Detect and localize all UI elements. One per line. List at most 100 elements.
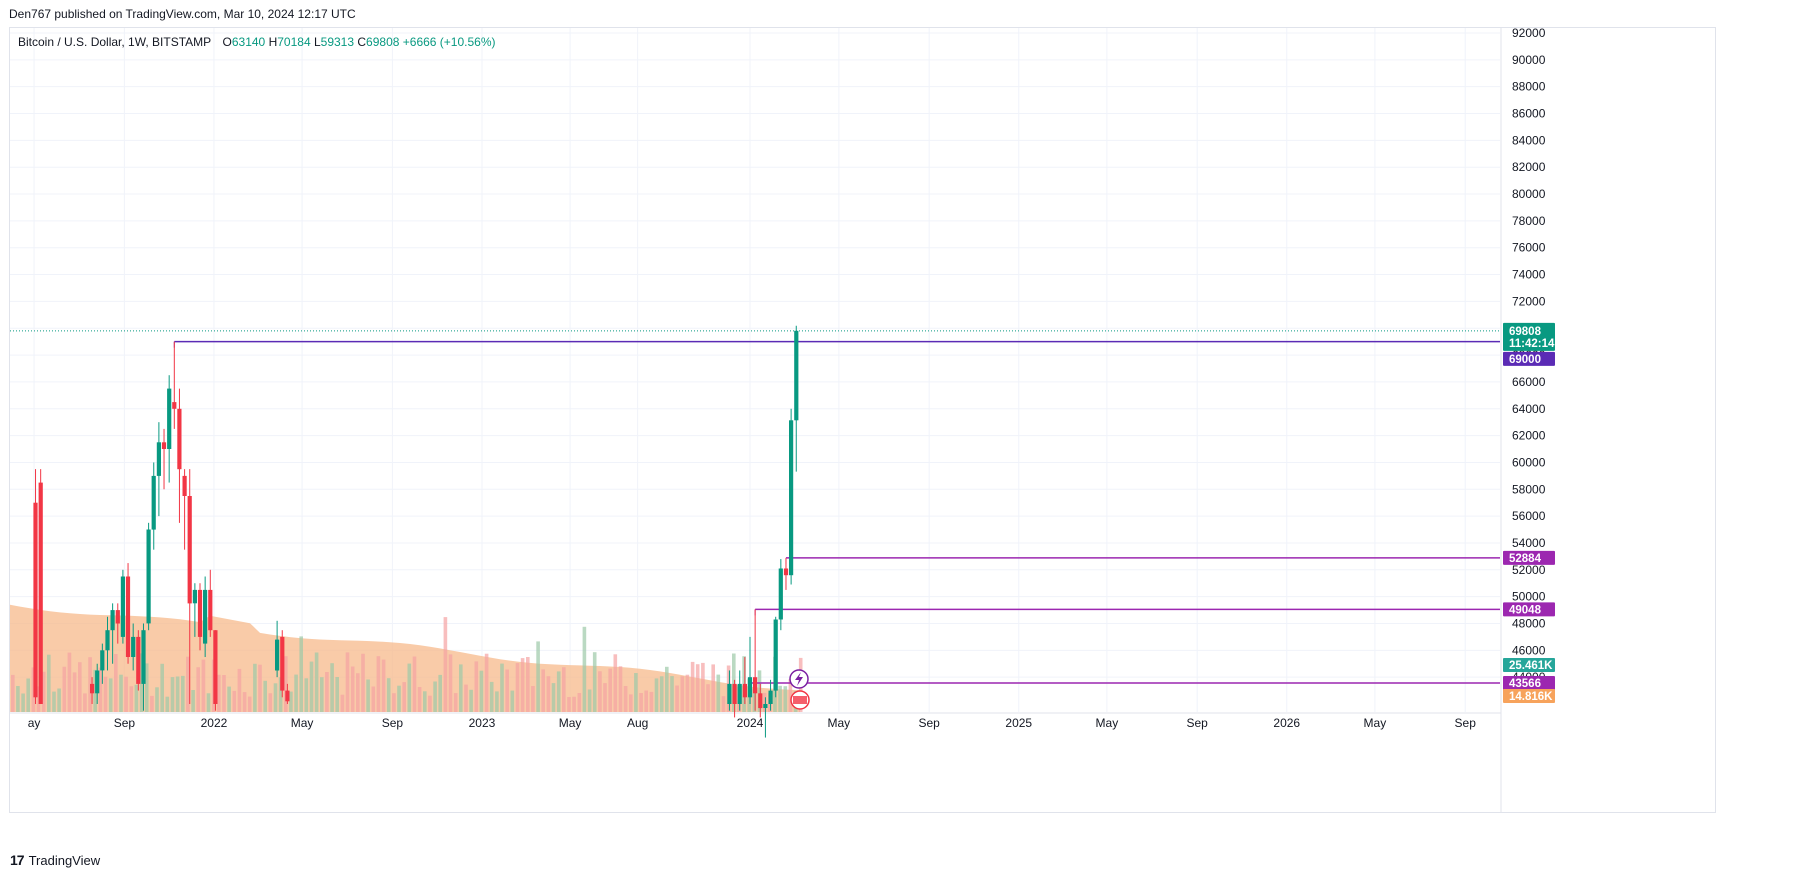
candle-body <box>90 683 95 694</box>
publish-info: Den767 published on TradingView.com, Mar… <box>9 7 356 21</box>
volume-bar <box>592 652 597 712</box>
volume-bar <box>108 678 113 712</box>
volume-bar <box>386 678 391 712</box>
volume-bar <box>320 677 324 712</box>
candle-body <box>753 677 758 694</box>
volume-bar <box>52 691 56 712</box>
volume-bar <box>129 686 134 712</box>
volume-bar <box>381 659 386 712</box>
level-tag-69000-bg <box>1503 351 1555 366</box>
volume-bar <box>690 661 695 712</box>
volume-bar <box>268 693 273 712</box>
x-tick-label: Sep <box>382 716 404 730</box>
y-tick-label: 54000 <box>1512 536 1546 550</box>
level-tag-49048-bg <box>1503 602 1555 617</box>
volume-bar <box>567 697 571 712</box>
volume-bar <box>495 691 499 712</box>
volume-bar <box>634 673 638 712</box>
volume-bar <box>57 688 61 712</box>
volume-bar <box>474 661 479 712</box>
volume-bar <box>361 653 365 712</box>
candlestick-series <box>33 325 799 738</box>
volume-bar <box>500 663 504 712</box>
open-key: O <box>222 35 232 49</box>
candle-body <box>285 690 290 702</box>
volume-bar <box>366 679 370 712</box>
volume-bar <box>721 696 726 712</box>
volume-bar <box>325 672 329 712</box>
candle-body <box>151 475 156 530</box>
volume-bar <box>685 674 690 712</box>
candle-body <box>742 683 747 698</box>
volume-bar <box>160 663 164 712</box>
volume-bar <box>459 664 463 712</box>
volume-bar <box>515 663 520 712</box>
volume-bar <box>26 678 30 712</box>
volume-bar <box>484 653 489 712</box>
lightning-bolt-icon <box>795 672 803 686</box>
last-price-tag-bg <box>1503 322 1555 351</box>
x-tick-label: 2025 <box>1005 716 1032 730</box>
volume-bar <box>150 695 154 712</box>
volume-bar <box>124 676 128 712</box>
candle-body <box>100 650 105 671</box>
volume-bar <box>376 656 381 712</box>
volume-bar <box>278 677 283 712</box>
volume-bar <box>618 666 623 712</box>
horizontal-levels <box>10 330 1500 689</box>
y-tick-label: 60000 <box>1512 455 1546 469</box>
countdown-tag: 11:42:14 <box>1509 338 1555 350</box>
volume-bar <box>520 658 525 712</box>
y-tick-label: 50000 <box>1512 590 1546 604</box>
volume-ma-tag-bg <box>1503 689 1555 703</box>
candle-body <box>187 496 192 604</box>
volume-bar <box>330 663 334 712</box>
candle-body <box>141 630 146 684</box>
last-price-tag: 69808 <box>1509 326 1542 338</box>
flag-icon <box>793 696 807 704</box>
candle-body <box>737 683 742 704</box>
volume-bar <box>778 685 782 712</box>
volume-bar <box>314 652 319 712</box>
volume-bar <box>103 676 108 712</box>
volume-bar <box>227 686 231 712</box>
volume-bar <box>289 691 293 712</box>
volume-bar <box>716 674 721 712</box>
y-tick-label: 88000 <box>1512 80 1546 94</box>
volume-bar <box>701 662 705 712</box>
volume-bar <box>350 666 355 712</box>
volume-bar <box>217 674 221 712</box>
y-tick-label: 82000 <box>1512 160 1546 174</box>
volume-bar <box>186 656 190 712</box>
candle-body <box>794 330 799 421</box>
chart-frame <box>9 27 1716 813</box>
candle-body <box>275 639 280 671</box>
volume-bar <box>551 683 556 712</box>
volume-bar <box>83 693 87 712</box>
candle-body <box>732 683 737 704</box>
x-tick-label: May <box>1096 716 1119 730</box>
volume-bar <box>247 696 252 712</box>
x-tick-label: May <box>828 716 851 730</box>
y-tick-label: 52000 <box>1512 563 1546 577</box>
candle-body <box>177 408 182 470</box>
candle-body <box>758 693 763 709</box>
level-tag-43566: 43566 <box>1509 678 1541 690</box>
volume-bar <box>711 664 715 712</box>
level-tag-52884: 52884 <box>1509 553 1542 565</box>
volume-bar <box>762 692 767 712</box>
tradingview-brand[interactable]: 17 TradingView <box>10 852 100 868</box>
candle-body <box>192 589 197 604</box>
candle-body <box>213 630 218 704</box>
candle-body <box>115 610 120 624</box>
candle-body <box>768 690 773 704</box>
volume-bar <box>556 671 561 712</box>
symbol-title[interactable]: Bitcoin / U.S. Dollar, 1W, BITSTAMP <box>18 35 212 49</box>
candle-body <box>208 589 213 631</box>
volume-bar <box>47 654 51 712</box>
level-tag-49048: 49048 <box>1509 604 1542 616</box>
volume-bar <box>572 696 576 712</box>
volume-bar <box>546 676 551 712</box>
volume-bar <box>433 681 437 712</box>
